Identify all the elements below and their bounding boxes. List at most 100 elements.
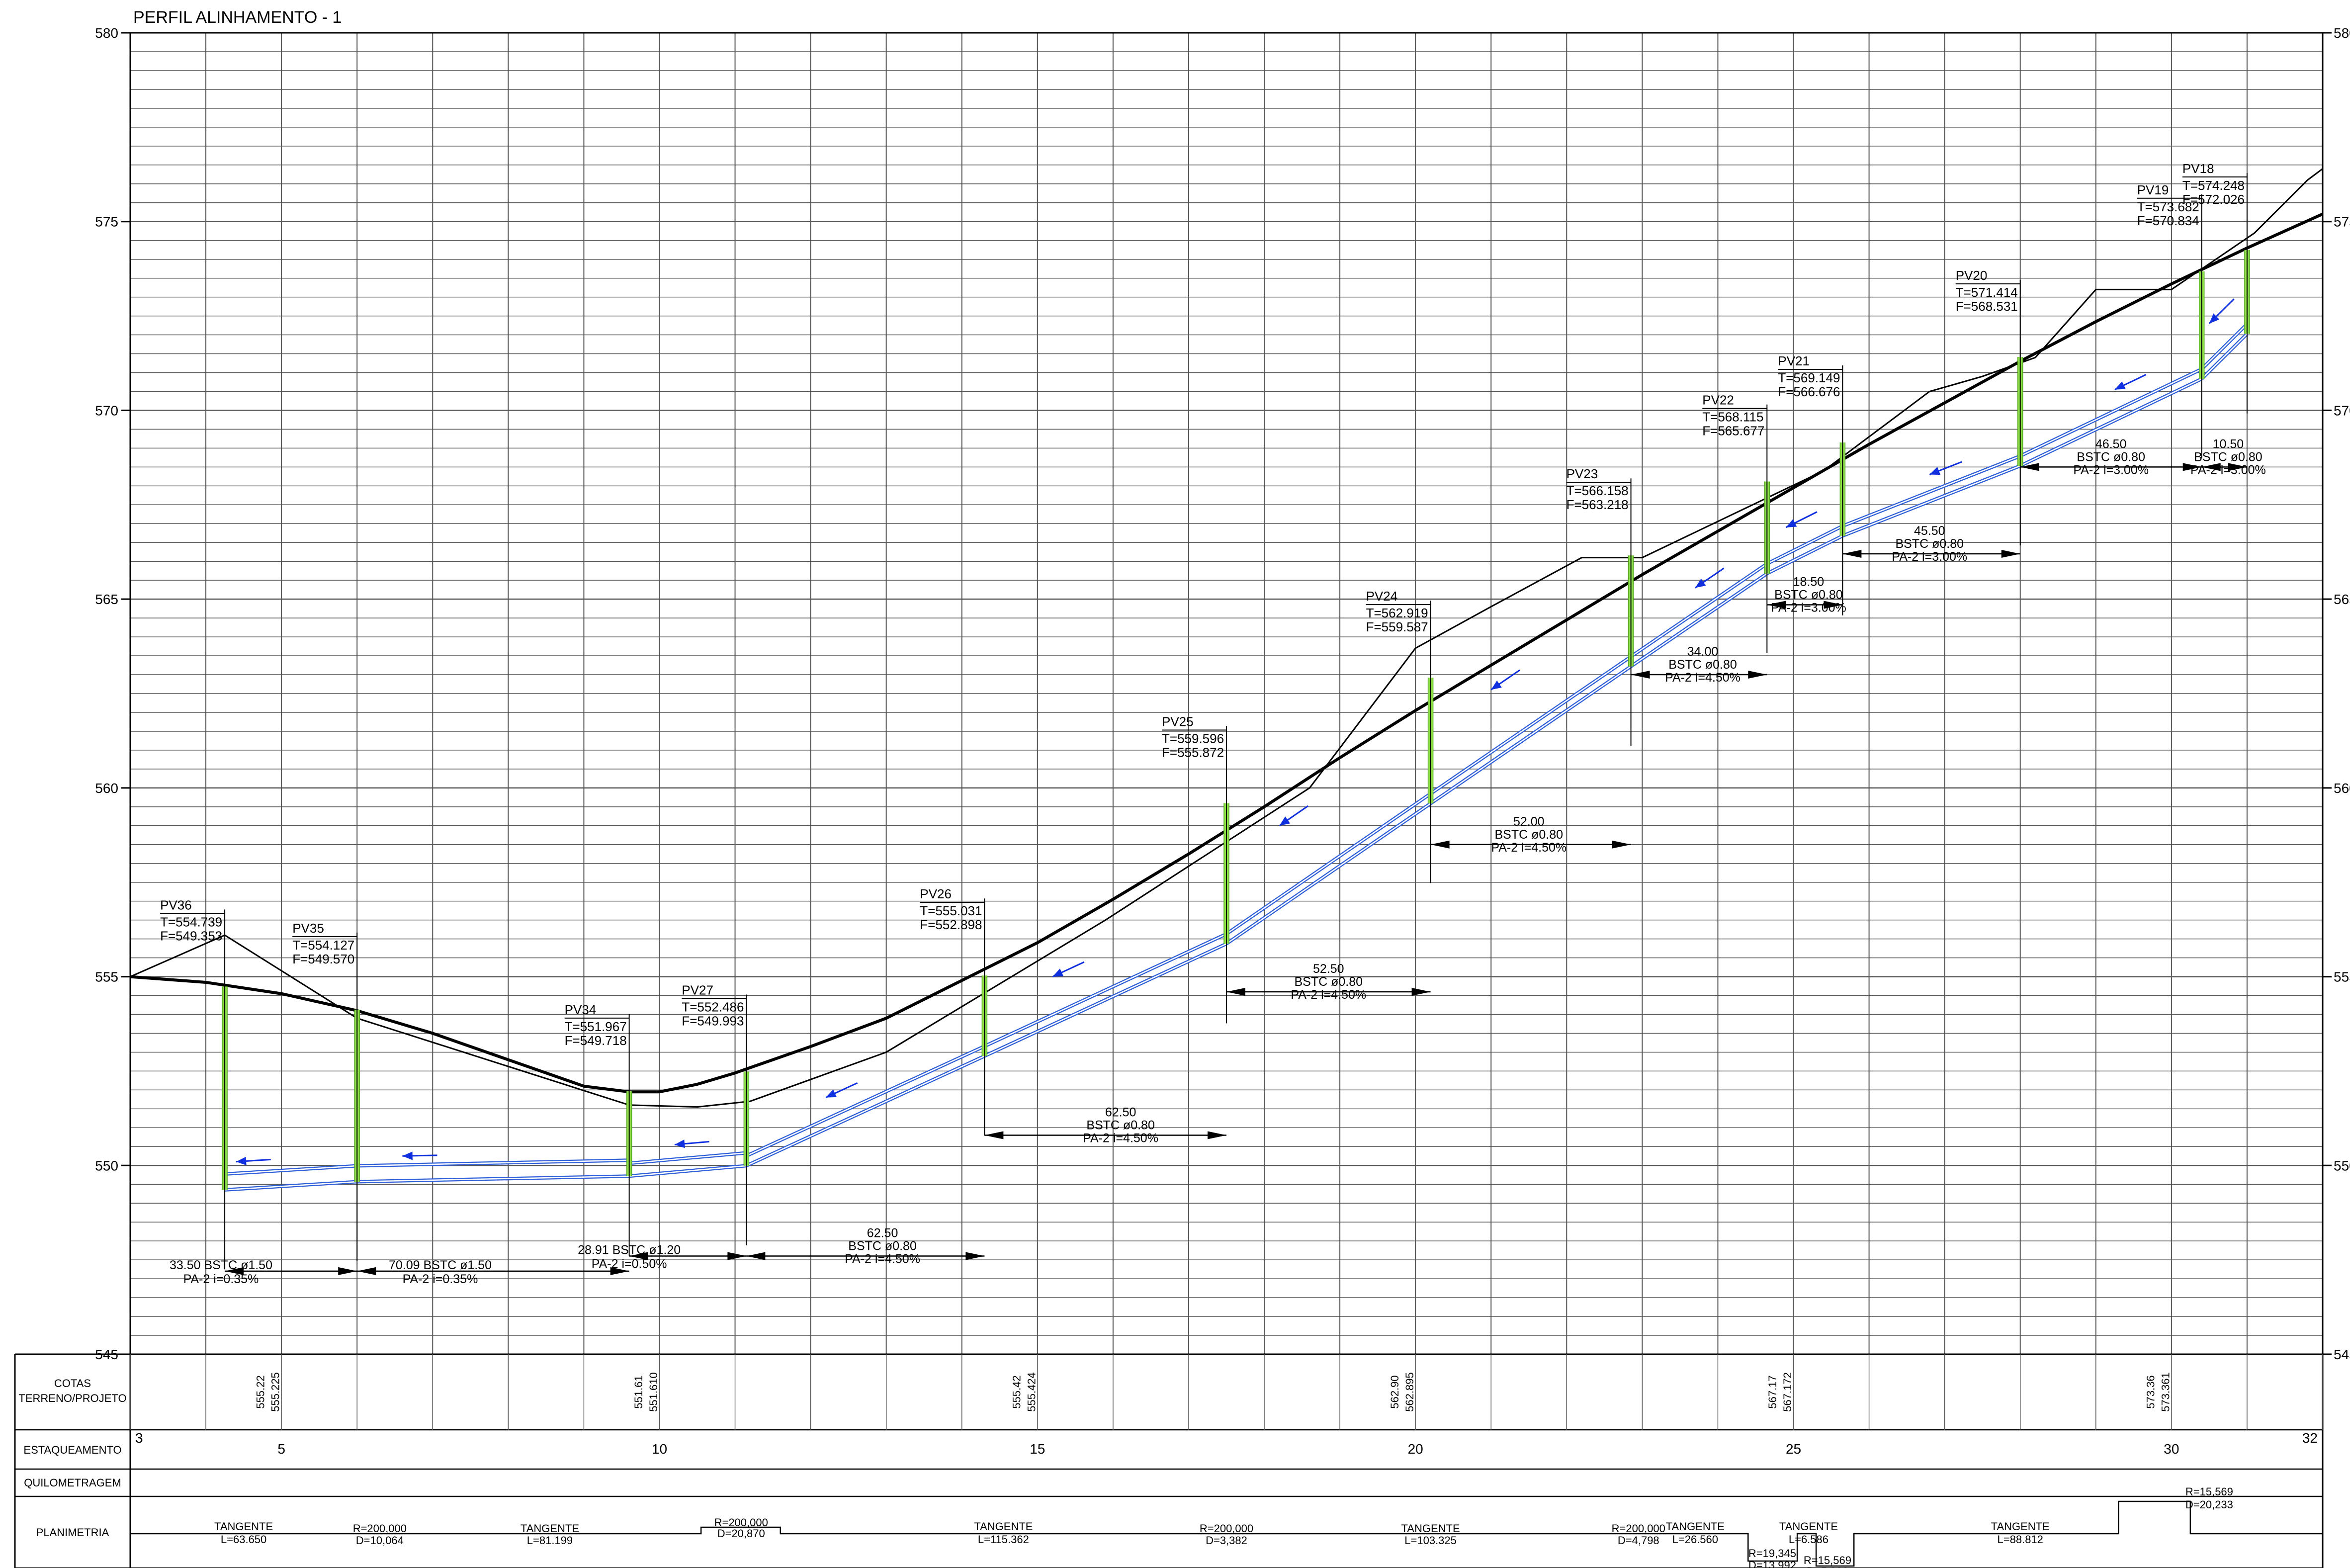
row-label-quilometragem: QUILOMETRAGEM <box>24 1477 121 1489</box>
row-label-cotas: TERRENO/PROJETO <box>18 1392 126 1404</box>
pipe-label: BSTC ø0.80 <box>1086 1119 1155 1132</box>
pv-cota-fundo: F=549.570 <box>292 952 354 966</box>
pv-cota-fundo: F=563.218 <box>1567 497 1629 512</box>
flow-arrow-head <box>1929 467 1941 475</box>
pipe-line-inner <box>2201 323 2248 370</box>
planimetria-label: D=13,992 <box>1748 1559 1796 1568</box>
pipe-label: BSTC ø0.80 <box>2194 450 2263 464</box>
pipe-label: 46.50 <box>2095 437 2127 451</box>
projeto-line <box>130 212 2324 1094</box>
pv-id: PV22 <box>1702 393 1734 408</box>
pv-cota-tampa: T=569.149 <box>1778 370 1840 385</box>
estaca-label: 20 <box>1408 1441 1423 1457</box>
pv-id: PV18 <box>2182 161 2214 176</box>
estaca-label: 25 <box>1786 1441 1801 1457</box>
flow-arrow-head <box>1279 816 1291 826</box>
planimetria-label: L=88.812 <box>1998 1533 2043 1546</box>
pv-cota-tampa: T=573.682 <box>2137 199 2199 214</box>
pipe-line-inner <box>357 1175 629 1183</box>
pipe-line-inner <box>984 933 1227 1047</box>
cota-terreno: 551.61 <box>632 1375 645 1408</box>
pipe-label: PA-2 i=3.00% <box>1771 601 1846 615</box>
pv-cota-fundo: F=555.872 <box>1162 745 1224 760</box>
estaca-label: 30 <box>2164 1441 2179 1457</box>
pipe-label: 10.50 <box>2213 437 2244 451</box>
planimetria-label: R=200,000 <box>1200 1522 1253 1535</box>
terreno-line <box>130 168 2323 1108</box>
y-tick-label: 570 <box>95 403 118 418</box>
planimetria-label: L=115.362 <box>978 1533 1029 1546</box>
estaca-label: 3 <box>135 1430 143 1446</box>
pipe-label: BSTC ø0.80 <box>1774 588 1843 602</box>
dimension-arrow <box>1767 601 1786 609</box>
y-tick-label: 550 <box>95 1158 118 1173</box>
pipe-label: 70.09 BSTC ø1.50 <box>389 1258 492 1272</box>
dimension-arrow <box>1824 601 1843 609</box>
dimension-arrow <box>225 1267 244 1275</box>
planimetria-label: L=103.325 <box>1404 1534 1457 1547</box>
dimension-arrow <box>2201 463 2221 471</box>
pv-cota-tampa: T=552.486 <box>682 999 744 1014</box>
pipe-line-inner <box>1430 666 1632 804</box>
flow-arrow-head <box>2114 381 2126 390</box>
pv-cota-tampa: T=554.127 <box>292 938 354 953</box>
profile-lines <box>130 168 2324 1108</box>
row-label-cotas: COTAS <box>54 1377 91 1390</box>
pv-cota-fundo: F=552.898 <box>920 917 982 932</box>
planimetria-label: D=20,870 <box>717 1527 765 1540</box>
dimension-arrow <box>727 1252 747 1260</box>
pipe-label: PA-2 i=4.50% <box>845 1252 920 1266</box>
dimension-arrow <box>610 1267 629 1275</box>
pipe-line-inner <box>1226 803 1431 945</box>
flow-arrow-head <box>1786 519 1797 527</box>
pipe-line-inner <box>1766 525 1843 565</box>
pipe-label: 62.50 <box>867 1226 898 1240</box>
dimension-arrow <box>1631 671 1650 679</box>
pv-cota-fundo: F=565.677 <box>1702 424 1764 438</box>
pipe-line-inner <box>1630 573 1767 667</box>
y-tick-label: 550 <box>2334 1158 2350 1173</box>
pv-cota-tampa: T=551.967 <box>565 1019 627 1034</box>
pipe-line-inner <box>746 1055 985 1166</box>
y-tick-label: 580 <box>2334 25 2350 41</box>
pipe-line-inner <box>984 943 1227 1057</box>
pv-cota-fundo: F=549.353 <box>160 928 222 943</box>
pipe-line-inner <box>629 1165 747 1177</box>
cota-terreno: 567.17 <box>1766 1375 1779 1408</box>
pipe-label: PA-2 i=3.00% <box>2190 463 2266 477</box>
y-tick-label: 555 <box>2334 969 2350 985</box>
pv-cota-fundo: F=559.587 <box>1366 619 1428 634</box>
pipe-label: 34.00 <box>1687 645 1719 659</box>
pipe-label: 52.00 <box>1513 815 1545 829</box>
pipe-line-inner <box>629 1152 747 1164</box>
flow-arrow-head <box>1491 680 1502 690</box>
page-title: PERFIL ALINHAMENTO - 1 <box>133 8 342 27</box>
dimension-arrow <box>2001 550 2020 558</box>
pipe-line-inner <box>746 1045 985 1157</box>
cota-projeto: 562.895 <box>1403 1372 1416 1412</box>
planimetria-label: R=19,345 <box>1748 1547 1796 1560</box>
planimetria-label: D=20,233 <box>2185 1498 2233 1511</box>
planimetria-label: L=6.586 <box>1789 1533 1828 1546</box>
pipe-label: 62.50 <box>1105 1106 1136 1120</box>
dimension-arrow <box>1208 1131 1226 1139</box>
planimetria-label: D=5,836 <box>1807 1565 1848 1568</box>
planimetria-label: TANGENTE <box>521 1522 579 1535</box>
estaca-label: 10 <box>652 1441 667 1457</box>
cota-projeto: 551.610 <box>647 1372 660 1412</box>
pv-cota-tampa: T=568.115 <box>1702 410 1763 425</box>
pv-id: PV21 <box>1778 353 1810 368</box>
planimetria-label: D=3,382 <box>1206 1534 1247 1547</box>
pipe-label: 45.50 <box>1914 524 1945 538</box>
estaca-label: 32 <box>2302 1430 2318 1446</box>
flow-arrow-head <box>236 1156 247 1165</box>
cota-projeto: 555.225 <box>269 1372 282 1412</box>
y-tick-label: 560 <box>95 781 118 796</box>
pv-cota-fundo: F=549.718 <box>565 1033 627 1048</box>
grid <box>129 32 2324 1355</box>
planimetria-label: TANGENTE <box>1779 1520 1838 1533</box>
planimetria-label: L=63.650 <box>221 1533 266 1546</box>
pv-id: PV36 <box>160 897 192 912</box>
